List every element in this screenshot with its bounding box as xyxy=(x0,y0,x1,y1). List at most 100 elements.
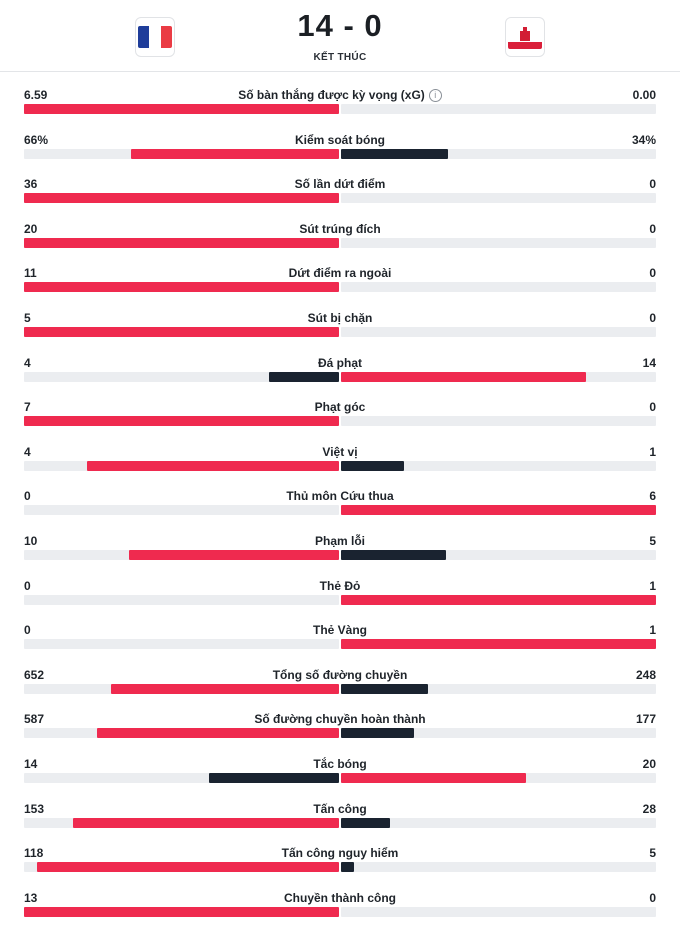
away-bar-fill xyxy=(341,773,527,783)
stat-away-value: 20 xyxy=(642,757,656,771)
stat-home-value: 4 xyxy=(24,355,31,370)
stat-home-value: 4 xyxy=(24,444,31,459)
home-bar-track xyxy=(24,728,339,739)
match-status: KẾT THÚC xyxy=(313,52,367,63)
stat-row: 4 Việt vị 1 xyxy=(0,441,680,486)
stat-home-value: 66% xyxy=(24,132,49,147)
stat-row: 0 Thủ môn Cứu thua 6 xyxy=(0,485,680,530)
away-bar-fill xyxy=(341,505,656,516)
away-bar-track xyxy=(341,817,656,828)
home-bar-track xyxy=(24,148,339,159)
away-bar-track xyxy=(341,104,656,114)
stat-label: Phạm lỗi xyxy=(140,534,540,548)
stat-label-text: Việt vị xyxy=(322,444,358,459)
stat-label-text: Thẻ Đỏ xyxy=(319,578,361,593)
stat-label: Tấn công xyxy=(140,802,540,816)
away-bar-track xyxy=(341,550,656,560)
stat-label: Dứt điểm ra ngoài xyxy=(140,266,540,280)
away-bar-track xyxy=(341,416,656,427)
stat-label-text: Phạm lỗi xyxy=(314,534,365,548)
home-bar-track xyxy=(24,639,339,650)
stat-home-value: 153 xyxy=(24,801,45,816)
stat-home-value: 10 xyxy=(24,534,38,548)
stat-home-value: 118 xyxy=(24,846,44,861)
stat-label-text: Chuyền thành công xyxy=(284,890,396,905)
stat-label-text: Số bàn thắng được kỳ vọng (xG) xyxy=(238,88,425,102)
stat-label: Số đường chuyền hoàn thành xyxy=(140,712,540,726)
stat-label: Phạt góc xyxy=(140,400,540,414)
away-bar-track xyxy=(341,683,656,694)
away-bar-track xyxy=(341,327,656,337)
stat-home-value: 11 xyxy=(24,266,37,281)
away-bar-fill xyxy=(341,550,446,560)
home-bar-track xyxy=(24,282,339,293)
stat-label-text: Phạt góc xyxy=(314,400,366,415)
stat-away-value: 5 xyxy=(649,846,656,861)
stat-row: 13 Chuyền thành công 0 xyxy=(0,887,680,932)
home-bar-fill xyxy=(87,460,339,471)
home-bar-fill xyxy=(269,371,339,382)
stat-away-value: 1 xyxy=(649,578,656,593)
stat-label: Thủ môn Cứu thua xyxy=(140,489,540,503)
stat-row: 153 Tấn công 28 xyxy=(0,798,680,843)
stat-away-value: 14 xyxy=(642,355,656,370)
match-header: 14 - 0 KẾT THÚC xyxy=(0,0,680,72)
home-bar-track xyxy=(24,237,339,248)
stat-label-text: Kiểm soát bóng xyxy=(294,132,385,147)
stat-away-value: 28 xyxy=(642,801,656,816)
stat-row: 118 Tấn công nguy hiểm 5 xyxy=(0,842,680,887)
stat-row: 6.59 Số bàn thắng được kỳ vọng (xG) i 0.00 xyxy=(0,84,680,129)
france-flag-icon xyxy=(138,26,172,48)
stat-label-text: Số đường chuyền hoàn thành xyxy=(254,712,426,727)
away-bar-fill xyxy=(341,639,656,650)
stat-row: 0 Thẻ Vàng 1 xyxy=(0,619,680,664)
stat-away-value: 177 xyxy=(635,712,656,727)
home-bar-track xyxy=(24,862,339,873)
stat-away-value: 0 xyxy=(649,266,656,281)
home-bar-fill xyxy=(209,773,339,783)
stat-away-value: 6 xyxy=(649,489,656,504)
stat-label-text: Tổng số đường chuyền xyxy=(272,667,408,682)
stat-label: Thẻ Vàng xyxy=(140,623,540,637)
stat-label-text: Số lần dứt điểm xyxy=(294,177,386,192)
away-bar-fill xyxy=(341,148,449,159)
home-bar-fill xyxy=(72,817,339,828)
stat-home-value: 7 xyxy=(24,400,31,415)
stat-label-text: Tấn công xyxy=(313,801,367,816)
stat-label-text: Sút trúng đích xyxy=(299,221,381,236)
home-bar-track xyxy=(24,371,339,382)
stat-label-text: Thẻ Vàng xyxy=(312,623,367,638)
away-bar-fill xyxy=(341,728,414,739)
home-bar-track xyxy=(24,416,339,427)
stat-away-value: 0.00 xyxy=(632,88,656,102)
away-bar-track xyxy=(341,237,656,248)
stat-home-value: 0 xyxy=(24,623,31,638)
home-bar-fill xyxy=(24,906,339,917)
stat-row: 5 Sút bị chặn 0 xyxy=(0,307,680,352)
home-bar-fill xyxy=(24,282,339,293)
stat-home-value: 6.59 xyxy=(24,88,48,102)
stat-row: 14 Tắc bóng 20 xyxy=(0,753,680,798)
stat-home-value: 36 xyxy=(24,177,38,192)
home-team-flag[interactable] xyxy=(135,17,175,57)
home-bar-fill xyxy=(24,327,339,337)
away-bar-fill xyxy=(341,460,404,471)
stat-label: Kiểm soát bóng xyxy=(140,133,540,147)
stat-home-value: 0 xyxy=(24,489,31,504)
stat-away-value: 1 xyxy=(649,444,656,459)
stat-label: Đá phạt xyxy=(140,356,540,370)
stat-home-value: 0 xyxy=(24,578,31,593)
stat-home-value: 20 xyxy=(24,221,38,236)
away-team-flag[interactable] xyxy=(505,17,545,57)
home-bar-fill xyxy=(131,148,339,159)
away-bar-track xyxy=(341,862,656,873)
away-bar-track xyxy=(341,193,656,204)
info-icon[interactable]: i xyxy=(428,89,442,102)
stat-label: Chuyền thành công xyxy=(140,891,540,905)
stat-label-text: Sút bị chặn xyxy=(307,311,373,325)
home-bar-fill xyxy=(129,550,339,560)
home-bar-track xyxy=(24,773,339,783)
away-bar-track xyxy=(341,906,656,917)
stat-home-value: 5 xyxy=(24,311,31,325)
stat-away-value: 0 xyxy=(649,400,656,415)
